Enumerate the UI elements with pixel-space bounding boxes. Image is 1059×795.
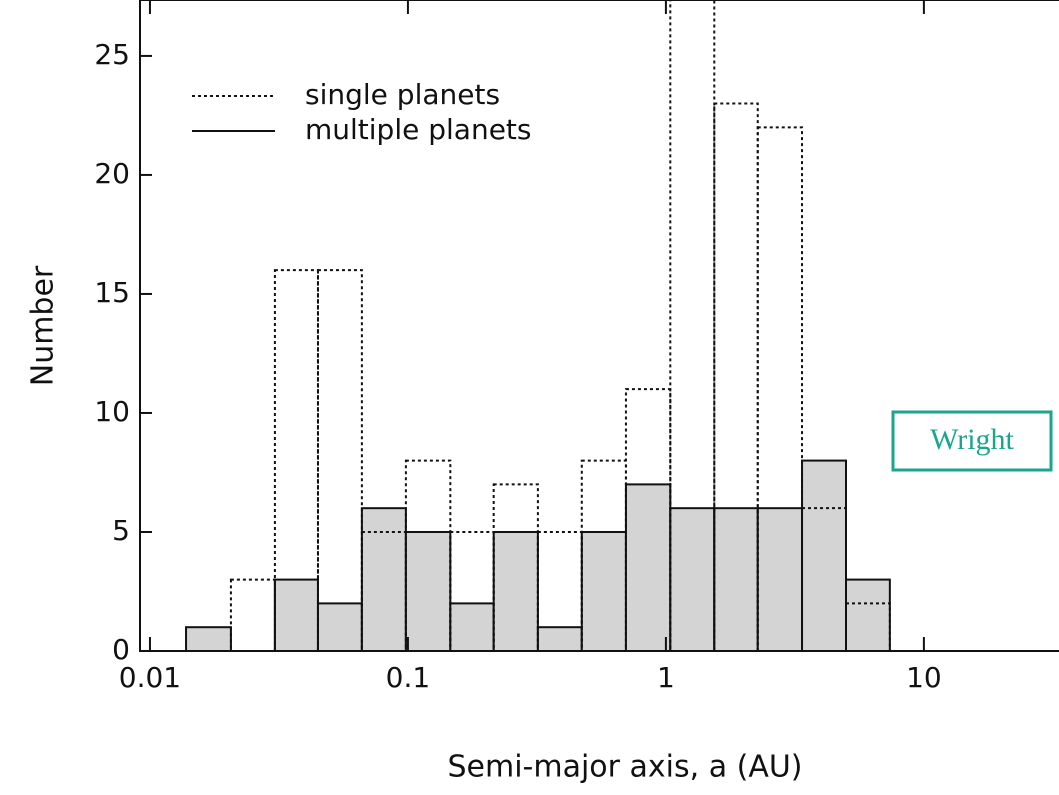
histogram-bar — [316, 269, 363, 651]
histogram-bar — [536, 626, 583, 651]
histogram-bar — [845, 602, 891, 651]
histogram-bar — [801, 507, 848, 651]
histogram-bar — [624, 388, 672, 651]
x-tick-label: 0.01 — [119, 661, 181, 694]
histogram-bar — [756, 126, 804, 651]
y-tick-label: 0 — [112, 633, 130, 666]
plot-frame — [139, 0, 1059, 652]
x-tick-label: 0.1 — [386, 661, 431, 694]
annotation: Wright — [930, 423, 1014, 456]
histogram-bar — [360, 507, 407, 651]
annotation-box — [891, 410, 1053, 472]
x-axis-label: Semi-major axis, a (AU) — [447, 750, 802, 785]
y-tick-label: 20 — [94, 157, 130, 190]
histogram-bar — [845, 578, 891, 651]
y-axis-label: Number — [26, 265, 61, 386]
histogram-bar — [273, 578, 319, 651]
histogram-bar — [185, 626, 232, 651]
histogram-bar — [449, 602, 495, 651]
histogram-bar — [580, 530, 627, 651]
histogram-bar — [404, 530, 452, 651]
x-tick-label: 1 — [657, 661, 675, 694]
histogram-bar — [229, 578, 276, 651]
histogram-bar — [492, 530, 539, 651]
x-tick-label: 10 — [906, 661, 942, 694]
legend-label: multiple planets — [305, 113, 532, 146]
plot-area — [185, 0, 891, 651]
histogram-bar — [316, 602, 363, 651]
histogram-bar — [624, 483, 672, 651]
histogram-bar — [669, 0, 716, 651]
histogram-bar — [713, 507, 759, 651]
y-tick-label: 5 — [112, 514, 130, 547]
histogram-bar — [801, 459, 848, 651]
y-tick-label: 10 — [94, 395, 130, 428]
y-tick-label: 25 — [94, 38, 130, 71]
y-tick-label: 15 — [94, 276, 130, 309]
histogram-bar — [756, 507, 804, 651]
legend-label: single planets — [305, 78, 500, 111]
histogram-bar — [669, 507, 716, 651]
